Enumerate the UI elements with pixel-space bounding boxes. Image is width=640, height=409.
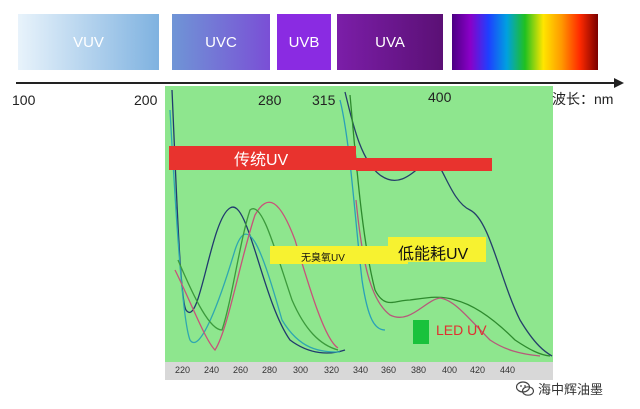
band-uvb-label: UVB xyxy=(288,33,320,51)
axis-label-100: 100 xyxy=(12,92,36,108)
axis-label-280: 280 xyxy=(258,92,282,108)
band-uvb: UVB xyxy=(277,14,331,70)
bottom-tick: 420 xyxy=(470,365,486,375)
bottom-tick: 400 xyxy=(442,365,458,375)
watermark: 海中辉油墨 xyxy=(515,379,604,398)
wavelength-unit-label: 波长：nm xyxy=(552,91,614,107)
curve-pink xyxy=(174,201,339,352)
band-vuv: VUV xyxy=(18,14,159,70)
led-uv-label: LED UV xyxy=(436,322,487,338)
bottom-tick: 340 xyxy=(353,365,369,375)
curve-green xyxy=(177,208,339,351)
curve-right-navy xyxy=(344,91,553,357)
bottom-tick: 360 xyxy=(381,365,397,375)
axis-label-400: 400 xyxy=(428,89,452,105)
band-visible-spectrum xyxy=(452,14,598,70)
axis-label-200: 200 xyxy=(134,92,158,108)
traditional-uv-label: 传统UV xyxy=(234,152,289,169)
bottom-tick: 220 xyxy=(175,365,191,375)
axis-arrow-icon xyxy=(614,78,624,88)
bottom-tick: 240 xyxy=(204,365,220,375)
bottom-tick: 300 xyxy=(293,365,309,375)
band-uvc-label: UVC xyxy=(205,33,237,51)
wechat-icon xyxy=(515,380,535,397)
bottom-axis: 220 240 260 280 300 320 340 360 380 400 … xyxy=(165,362,553,380)
band-uva: UVA xyxy=(337,14,443,70)
band-uva-label: UVA xyxy=(375,33,405,51)
bottom-tick: 260 xyxy=(233,365,249,375)
bottom-tick: 280 xyxy=(262,365,278,375)
traditional-uv-bar xyxy=(169,146,356,170)
curve-right-pink xyxy=(355,199,541,357)
curve-right-green xyxy=(349,94,551,357)
led-uv-marker xyxy=(413,320,429,344)
wavelength-axis-line xyxy=(16,82,616,84)
curve-teal xyxy=(169,109,341,353)
watermark-text: 海中辉油墨 xyxy=(538,382,604,397)
bottom-tick: 380 xyxy=(411,365,427,375)
band-vuv-label: VUV xyxy=(73,33,104,51)
low-energy-uv-label: 低能耗UV xyxy=(398,246,469,263)
ozone-free-uv-box xyxy=(270,246,408,264)
axis-label-315: 315 xyxy=(312,92,336,108)
ozone-free-uv-label: 无臭氧UV xyxy=(301,253,345,264)
bottom-tick: 320 xyxy=(324,365,340,375)
bottom-tick: 440 xyxy=(500,365,516,375)
low-energy-uv-box xyxy=(388,237,486,262)
traditional-uv-bar-extension xyxy=(356,158,492,171)
band-uvc: UVC xyxy=(172,14,270,70)
